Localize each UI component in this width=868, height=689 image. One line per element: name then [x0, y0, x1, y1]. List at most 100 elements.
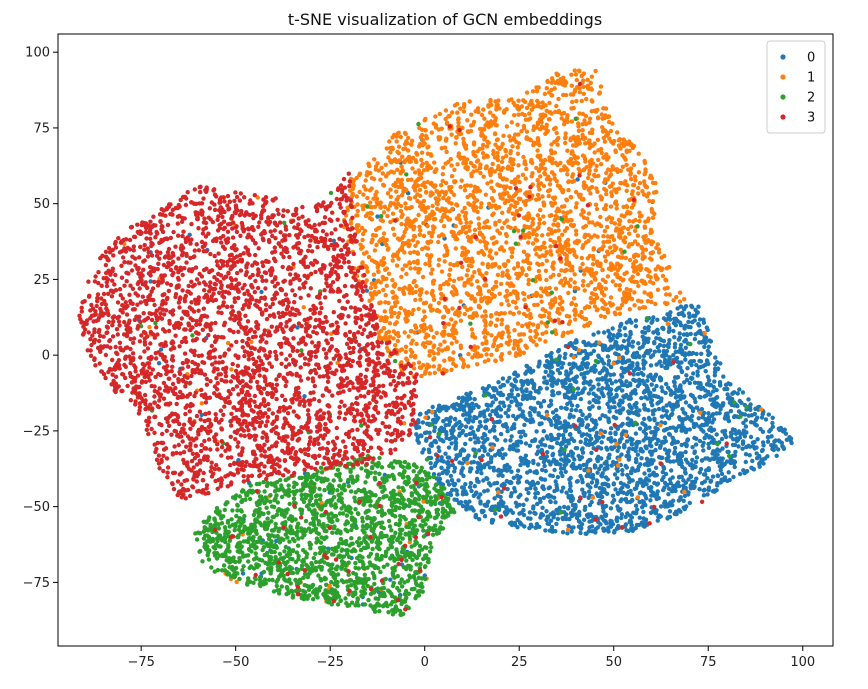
point-series-1: [649, 174, 653, 178]
point-series-1: [359, 247, 363, 251]
point-series-0: [548, 419, 552, 423]
point-series-0: [650, 461, 654, 465]
point-series-0: [596, 382, 600, 386]
chart-title: t-SNE visualization of GCN embeddings: [288, 10, 602, 29]
point-series-0: [618, 324, 622, 328]
point-series-1: [367, 255, 371, 259]
point-series-1: [507, 194, 511, 198]
point-series-0: [492, 428, 496, 432]
point-series-0: [731, 443, 735, 447]
point-series-0: [464, 433, 468, 437]
point-series-0: [710, 456, 714, 460]
point-series-1: [360, 204, 364, 208]
point-series-0: [569, 437, 573, 441]
point-series-0: [561, 530, 565, 534]
point-series-0: [587, 391, 591, 395]
point-series-0: [654, 336, 658, 340]
point-series-1: [576, 161, 580, 165]
point-series-0: [604, 378, 608, 382]
point-series-0: [536, 462, 540, 466]
point-series-0: [602, 366, 606, 370]
point-series-0: [710, 451, 714, 455]
point-series-0: [733, 450, 737, 454]
point-series-0: [579, 526, 583, 530]
point-series-0: [425, 422, 429, 426]
point-series-1: [416, 213, 420, 217]
point-series-1: [508, 186, 512, 190]
point-series-0: [469, 467, 473, 471]
point-series-1: [484, 271, 488, 275]
point-series-0: [699, 352, 703, 356]
point-series-0: [511, 511, 515, 515]
point-series-1: [417, 126, 421, 130]
point-series-1: [615, 167, 619, 171]
point-series-0: [529, 523, 533, 527]
point-series-0: [692, 436, 696, 440]
point-series-0: [556, 433, 560, 437]
point-series-1: [494, 251, 498, 255]
point-series-0: [602, 487, 606, 491]
point-series-0: [688, 381, 692, 385]
point-series-1: [625, 183, 629, 187]
point-series-0: [577, 392, 581, 396]
point-series-1: [449, 163, 453, 167]
point-series-1: [568, 319, 572, 323]
point-series-1: [472, 189, 476, 193]
point-series-1: [433, 114, 437, 118]
point-series-1: [368, 216, 372, 220]
point-series-0: [731, 427, 735, 431]
point-series-0: [633, 388, 637, 392]
point-series-1: [429, 166, 433, 170]
point-series-1: [481, 236, 485, 240]
point-series-0: [489, 403, 493, 407]
point-series-0: [453, 417, 457, 421]
point-series-0: [689, 475, 693, 479]
point-series-1: [367, 164, 371, 168]
point-series-0: [608, 373, 612, 377]
point-series-1: [369, 286, 373, 290]
point-series-0: [512, 372, 516, 376]
point-series-1: [598, 215, 602, 219]
point-series-1: [455, 216, 459, 220]
point-series-1: [609, 261, 613, 265]
point-series-1: [641, 248, 645, 252]
point-series-0: [510, 400, 514, 404]
point-series-0: [547, 493, 551, 497]
point-series-0: [561, 433, 565, 437]
point-series-0: [733, 465, 737, 469]
point-series-0: [558, 463, 562, 467]
point-series-1: [466, 268, 470, 272]
point-series-1: [444, 139, 448, 143]
point-series-1: [556, 183, 560, 187]
point-series-0: [591, 385, 595, 389]
point-series-0: [620, 472, 624, 476]
point-series-0: [629, 332, 633, 336]
point-series-0: [702, 472, 706, 476]
point-series-0: [716, 473, 720, 477]
point-series-0: [603, 430, 607, 434]
point-series-0: [494, 412, 498, 416]
point-series-0: [630, 466, 634, 470]
point-series-0: [555, 441, 559, 445]
point-series-0: [568, 487, 572, 491]
point-series-1: [643, 255, 647, 259]
point-series-1: [628, 307, 632, 311]
point-series-1: [409, 329, 413, 333]
point-series-0: [473, 397, 477, 401]
point-series-0: [563, 463, 567, 467]
point-series-0: [487, 384, 491, 388]
point-series-1: [583, 288, 587, 292]
point-series-0: [630, 361, 634, 365]
point-series-1: [487, 225, 491, 229]
point-series-0: [587, 434, 591, 438]
point-series-1: [632, 163, 636, 167]
point-series-0: [688, 427, 692, 431]
point-series-0: [463, 500, 467, 504]
point-series-0: [715, 481, 719, 485]
point-series-0: [703, 363, 707, 367]
point-series-1: [678, 299, 682, 303]
point-series-0: [551, 510, 555, 514]
point-series-1: [633, 229, 637, 233]
point-series-1: [522, 297, 526, 301]
point-series-1: [464, 217, 468, 221]
